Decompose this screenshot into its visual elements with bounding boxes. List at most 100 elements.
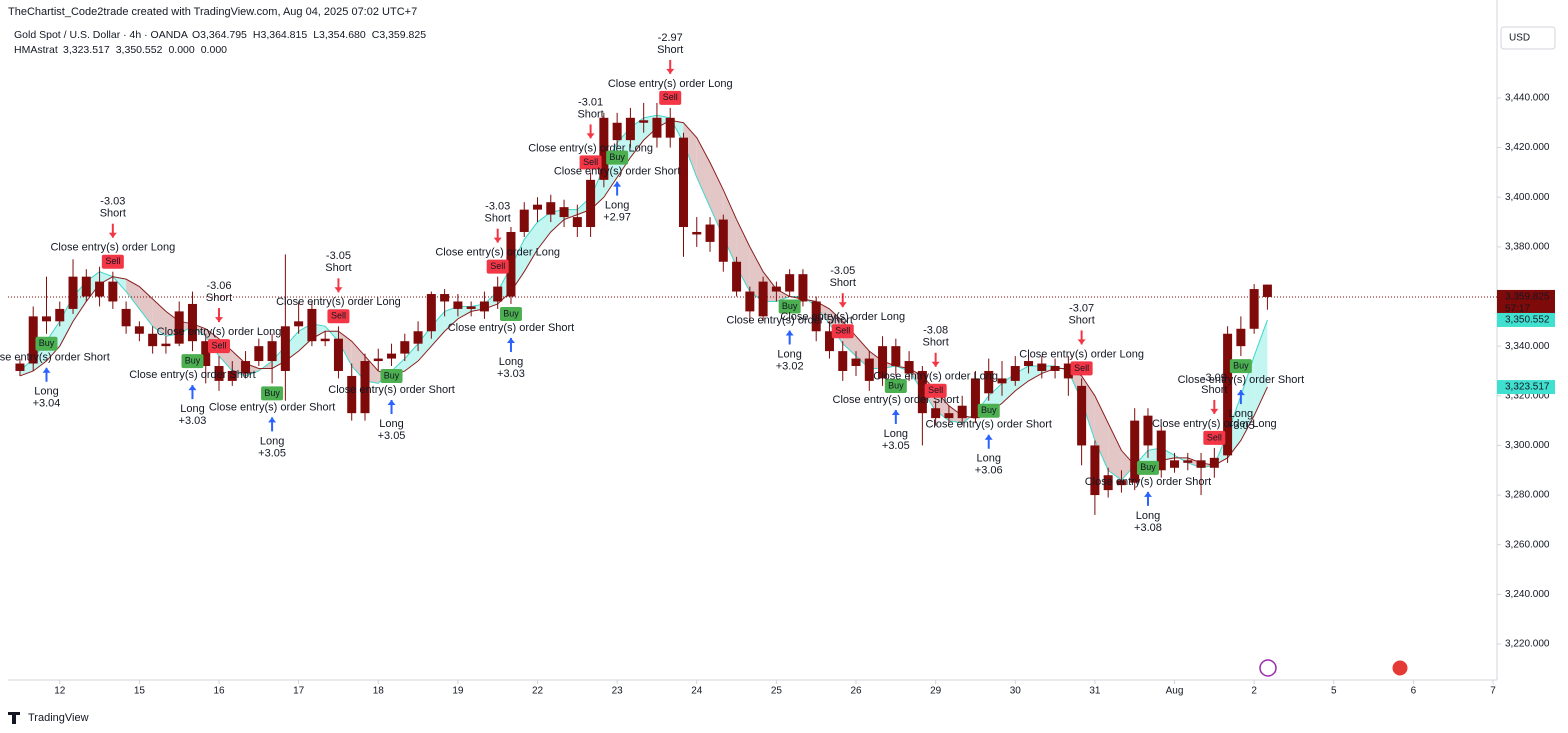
band-badge <box>1497 380 1555 395</box>
signal-value: +3.04 <box>33 398 61 410</box>
currency-box[interactable] <box>1500 26 1556 50</box>
candle-body <box>572 217 582 228</box>
signal-close: Close entry(s) order Short <box>209 401 336 413</box>
flag-icon[interactable] <box>1391 659 1409 677</box>
band-fill <box>723 189 737 267</box>
signal-badge <box>327 309 350 324</box>
x-tick-label: 18 <box>373 686 385 697</box>
band-label: 3,323.517 <box>1505 382 1550 393</box>
candle-body <box>559 207 569 218</box>
signal-badge-text: Buy <box>609 152 625 162</box>
signal-badge-text: Buy <box>1233 360 1249 370</box>
signal-close: Close entry(s) order Short <box>1085 476 1212 488</box>
candle-body <box>639 120 649 123</box>
countdown: 57:17 <box>1505 304 1530 315</box>
signal-badge <box>977 403 1000 418</box>
signal-close: Close entry(s) order Short <box>925 419 1052 431</box>
band-fill <box>431 311 445 347</box>
signal-close: Close entry(s) order Short <box>0 352 110 364</box>
signal-side: Long <box>605 199 629 211</box>
candle-body <box>811 301 821 332</box>
x-tick-label: 17 <box>293 686 305 697</box>
signal-value: +3.06 <box>975 465 1003 477</box>
signal-arrow-head <box>387 400 396 406</box>
signal-close: Close entry(s) order Long <box>873 371 998 383</box>
signal-value: +3.03 <box>179 415 207 427</box>
candle-body <box>1223 333 1233 456</box>
y-tick-label: 3,400.000 <box>1505 192 1550 203</box>
candle-body <box>665 117 675 138</box>
signal-badge <box>499 306 522 321</box>
band-fill <box>404 343 419 371</box>
signal-badge-text: Buy <box>782 301 798 311</box>
candle-body <box>387 353 397 359</box>
y-tick-label: 3,300.000 <box>1505 440 1550 451</box>
candle-body <box>625 117 635 141</box>
candle-body <box>612 122 622 141</box>
signal-value: +3.05 <box>258 447 286 459</box>
x-tick-label: 24 <box>691 686 703 697</box>
candle-body <box>519 209 529 232</box>
band-fill <box>948 405 963 424</box>
band-fill <box>524 222 538 272</box>
signal-badge-text: Sell <box>1207 432 1222 442</box>
signal-side: Long <box>499 356 523 368</box>
currency[interactable]: USD <box>1509 33 1530 44</box>
signal-badge <box>35 336 58 351</box>
signal-badge-text: Buy <box>185 355 201 365</box>
candle-body <box>1209 457 1219 468</box>
candle-body <box>652 117 662 138</box>
candle-body <box>1103 475 1113 491</box>
signal-value: -3.05 <box>326 250 351 262</box>
signal-badge-text: Sell <box>490 261 505 271</box>
signal-side: Short <box>485 213 511 225</box>
signal-badge <box>1136 460 1159 475</box>
signal-value: +3.02 <box>776 360 804 372</box>
candle-body <box>824 331 834 352</box>
band-fill <box>1121 450 1135 481</box>
signal-side: Long <box>379 418 403 430</box>
ohlc-value: O3,364.795 <box>192 29 247 41</box>
candle-body <box>214 366 224 381</box>
candle-body <box>95 281 105 297</box>
signal-value: -3.05 <box>830 265 855 277</box>
signal-badge-text: Buy <box>1140 462 1156 472</box>
signal-side: Short <box>830 277 856 289</box>
signal-badge <box>606 150 629 165</box>
signal-badge-text: Sell <box>212 340 227 350</box>
candle-body <box>771 286 781 292</box>
indicator-value: 0.000 <box>201 44 227 56</box>
signal-badge-text: Sell <box>835 326 850 336</box>
signal-badge <box>261 386 284 401</box>
candle-body <box>307 308 317 342</box>
candle-body <box>1183 460 1193 463</box>
signal-side: Short <box>100 208 126 220</box>
signal-value: +3.05 <box>1227 420 1255 432</box>
signal-arrow-head <box>785 330 794 336</box>
candle-body <box>187 303 197 342</box>
signal-value: -3.06 <box>206 280 231 292</box>
indicator-name: HMAstrat <box>14 44 58 56</box>
signal-badge-text: Sell <box>1074 363 1089 373</box>
event-icon[interactable] <box>1259 659 1277 677</box>
signal-close: Close entry(s) order Long <box>1152 418 1277 430</box>
signal-arrow-head <box>1143 491 1152 497</box>
candle-body <box>68 276 78 309</box>
signal-side: Long <box>777 348 801 360</box>
signal-value: -3.01 <box>578 96 603 108</box>
candle-body <box>148 333 158 347</box>
candle-body <box>400 341 410 354</box>
signal-badge-text: Buy <box>503 308 519 318</box>
y-tick-label: 3,280.000 <box>1505 490 1550 501</box>
signal-value: -3.08 <box>923 325 948 337</box>
x-tick-label: 19 <box>452 686 464 697</box>
y-tick-label: 3,420.000 <box>1505 142 1550 153</box>
candle-body <box>360 361 370 414</box>
signal-value: +3.05 <box>378 430 406 442</box>
signal-arrow-head <box>891 409 900 415</box>
candle-body <box>1010 366 1020 381</box>
signal-badge-text: Buy <box>264 388 280 398</box>
band-fill <box>1240 356 1255 441</box>
band-fill <box>457 306 472 319</box>
